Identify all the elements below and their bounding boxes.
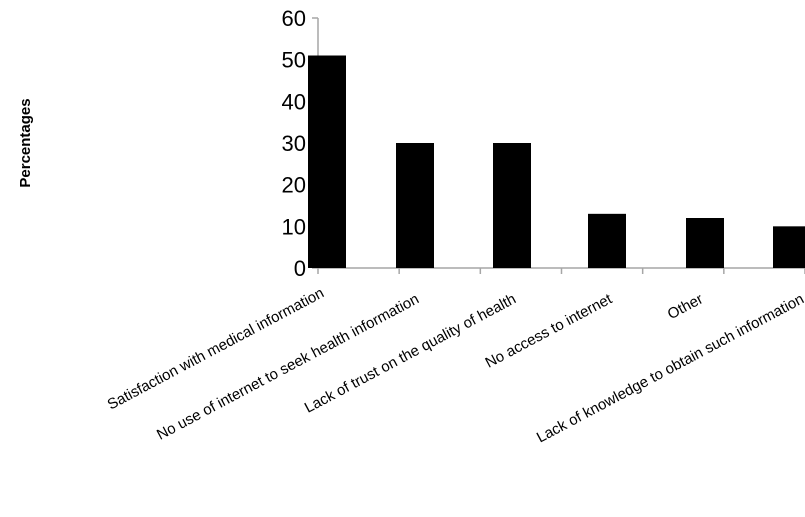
bar [686,218,724,268]
y-tick-label: 50 [282,48,306,73]
x-tick-labels: Satisfaction with medical informationNo … [105,285,805,447]
y-tick-label: 30 [282,131,306,156]
y-tick-label: 0 [294,256,306,281]
y-tick-label: 20 [282,173,306,198]
bar [308,55,346,268]
bar [396,143,434,268]
y-tick-label: 40 [282,89,306,114]
y-tick-labels: 0 10 20 30 40 50 60 [282,6,306,281]
bar [588,213,626,268]
x-tick-label: Other [665,291,706,324]
y-axis-label: Percentages [17,98,34,187]
axes [312,17,805,274]
y-tick-label: 60 [282,6,306,31]
bar [773,226,805,268]
y-tick-label: 10 [282,214,306,239]
bars-group [308,55,805,268]
x-tick-label: Satisfaction with medical information [105,285,327,414]
bar [493,143,531,268]
